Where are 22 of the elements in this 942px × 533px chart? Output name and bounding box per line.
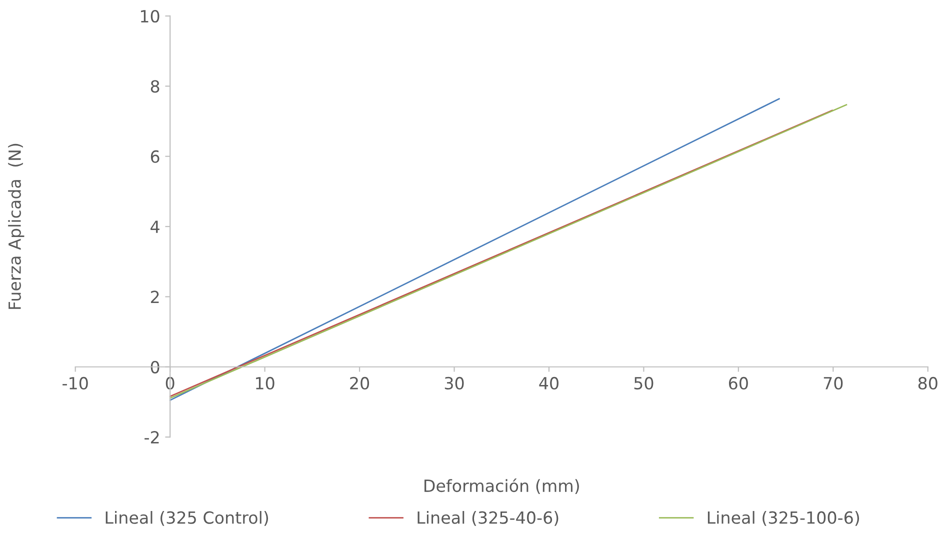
x-tick-label: 20 — [350, 376, 370, 390]
y-tick-label: 10 — [140, 10, 160, 23]
y-tick-label: -2 — [144, 431, 159, 444]
y-tick-label: 2 — [150, 290, 159, 304]
x-tick-label: 10 — [256, 376, 274, 390]
y-tick-label: 8 — [150, 80, 160, 93]
y-tick-label: 6 — [150, 150, 160, 163]
legend-label: Lineal (325-100-6) — [708, 511, 860, 526]
y-tick-label: 4 — [150, 220, 160, 233]
x-tick-label: -10 — [62, 376, 88, 390]
x-tick-label: 30 — [444, 376, 464, 390]
x-tick-label: 0 — [166, 376, 174, 390]
y-tick-label: 0 — [150, 360, 160, 374]
x-tick-label: 70 — [824, 376, 843, 390]
x-axis-title: Deformación (mm) — [424, 478, 579, 494]
x-tick-label: 80 — [918, 376, 938, 390]
legend-label: Lineal (325-40-6) — [418, 511, 558, 526]
y-axis-title: Fuerza Aplicada (N) — [8, 144, 24, 309]
x-tick-label: 50 — [634, 376, 654, 390]
legend-label: Lineal (325 Control) — [106, 511, 268, 526]
x-tick-label: 60 — [728, 376, 748, 390]
x-tick-label: 40 — [539, 376, 558, 390]
